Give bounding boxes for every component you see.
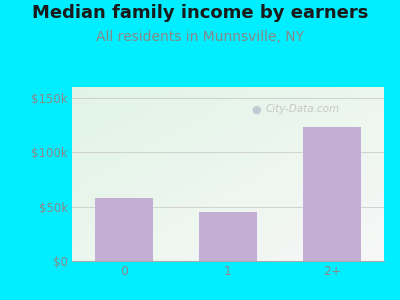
Bar: [96, 198, 153, 261]
Text: City-Data.com: City-Data.com: [266, 104, 340, 114]
Bar: [199, 212, 257, 261]
Text: ●: ●: [251, 104, 261, 114]
Text: Median family income by earners: Median family income by earners: [32, 4, 368, 22]
Text: All residents in Munnsville, NY: All residents in Munnsville, NY: [96, 30, 304, 44]
Bar: [303, 127, 361, 261]
